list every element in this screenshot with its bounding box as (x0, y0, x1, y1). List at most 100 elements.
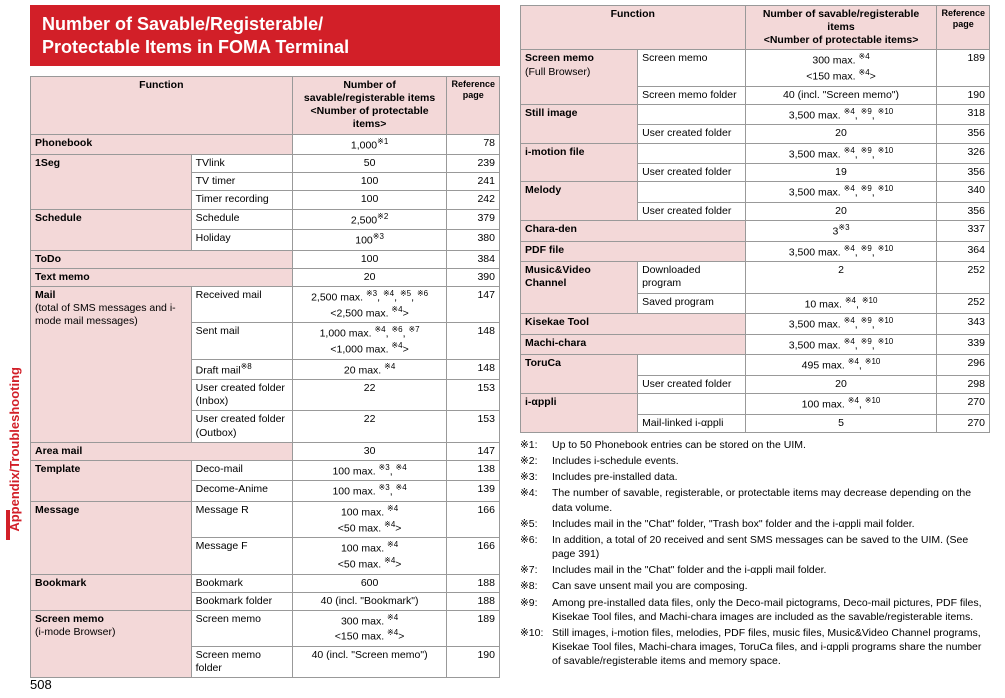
cell-sub (638, 143, 746, 164)
cell-ref: 188 (447, 574, 500, 592)
note-text: Includes pre-installed data. (552, 470, 990, 484)
cell-ref: 252 (937, 293, 990, 314)
cell-sub: Schedule (191, 209, 292, 230)
cell-ref: 380 (447, 230, 500, 251)
note-row: ※2:Includes i-schedule events. (520, 454, 990, 468)
note-row: ※10:Still images, i-motion files, melodi… (520, 626, 990, 669)
cell-ref: 364 (937, 241, 990, 262)
column-left: Number of Savable/Registerable/ Protecta… (30, 5, 500, 678)
note-text: Still images, i-motion files, melodies, … (552, 626, 990, 669)
cell-ref: 189 (447, 610, 500, 646)
cell-ref: 147 (447, 442, 500, 460)
cell-ref: 148 (447, 359, 500, 380)
cell-sub: Screen memo folder (638, 86, 746, 104)
note-text: In addition, a total of 20 received and … (552, 533, 990, 561)
cell-function: Bookmark (31, 574, 192, 610)
table-row: ToDo100384 (31, 250, 500, 268)
cell-sub: Saved program (638, 293, 746, 314)
cell-ref: 153 (447, 411, 500, 442)
note-label: ※2: (520, 454, 552, 468)
note-row: ※8:Can save unsent mail you are composin… (520, 579, 990, 593)
cell-num: 3,500 max. ※4, ※9, ※10 (745, 241, 937, 262)
cell-function: Schedule (31, 209, 192, 250)
cell-function: Screen memo(i-mode Browser) (31, 610, 192, 678)
cell-sub: User created folder (638, 202, 746, 220)
cell-sub: Mail-linked i-αppli (638, 414, 746, 432)
cell-ref: 242 (447, 191, 500, 209)
note-text: Includes mail in the "Chat" folder, "Tra… (552, 517, 990, 531)
table-right: Function Number of savable/registerable … (520, 5, 990, 433)
cell-ref: 241 (447, 173, 500, 191)
cell-num: 100※3 (292, 230, 447, 251)
cell-sub: Message R (191, 502, 292, 538)
cell-ref: 239 (447, 155, 500, 173)
cell-function: Chara-den (521, 221, 746, 242)
cell-function: 1Seg (31, 155, 192, 209)
note-label: ※6: (520, 533, 552, 561)
cell-ref: 298 (937, 376, 990, 394)
cell-num: 40 (incl. "Screen memo") (292, 647, 447, 678)
cell-ref: 147 (447, 287, 500, 323)
cell-sub: User created folder (638, 125, 746, 143)
note-text: The number of savable, registerable, or … (552, 486, 990, 514)
side-tab: Appendix/Troubleshooting (4, 160, 24, 540)
cell-num: 495 max. ※4, ※10 (745, 355, 937, 376)
cell-sub: Deco-mail (191, 460, 292, 481)
table-row: Text memo20390 (31, 268, 500, 286)
cell-function: Kisekae Tool (521, 314, 746, 335)
note-row: ※1:Up to 50 Phonebook entries can be sto… (520, 438, 990, 452)
table-row: Mail(total of SMS messages and i-mode ma… (31, 287, 500, 323)
note-text: Among pre-installed data files, only the… (552, 596, 990, 624)
th-num-items: Number of savable/registerable items <Nu… (292, 77, 447, 135)
cell-function: Mail(total of SMS messages and i-mode ma… (31, 287, 192, 443)
cell-num: 100 max. ※4<50 max. ※4> (292, 538, 447, 574)
cell-ref: 190 (937, 86, 990, 104)
cell-num: 50 (292, 155, 447, 173)
cell-num: 300 max. ※4<150 max. ※4> (292, 610, 447, 646)
note-label: ※10: (520, 626, 552, 669)
page-number: 508 (30, 677, 52, 692)
cell-ref: 188 (447, 592, 500, 610)
cell-sub: Decome-Anime (191, 481, 292, 502)
table-row: Music&Video ChannelDownloaded program225… (521, 262, 990, 293)
cell-sub: User created folder (Outbox) (191, 411, 292, 442)
note-label: ※5: (520, 517, 552, 531)
table-row: Melody3,500 max. ※4, ※9, ※10340 (521, 182, 990, 203)
cell-num: 2,500※2 (292, 209, 447, 230)
cell-sub: TVlink (191, 155, 292, 173)
table-row: Screen memo(i-mode Browser)Screen memo30… (31, 610, 500, 646)
cell-num: 3,500 max. ※4, ※9, ※10 (745, 143, 937, 164)
cell-num: 100 max. ※4, ※10 (745, 394, 937, 415)
cell-ref: 153 (447, 380, 500, 411)
th-function: Function (31, 77, 293, 135)
cell-ref: 148 (447, 323, 500, 359)
cell-num: 20 (745, 376, 937, 394)
cell-sub (638, 182, 746, 203)
note-label: ※7: (520, 563, 552, 577)
cell-ref: 296 (937, 355, 990, 376)
cell-num: 100 (292, 250, 447, 268)
note-row: ※6:In addition, a total of 20 received a… (520, 533, 990, 561)
cell-ref: 138 (447, 460, 500, 481)
title-line2: Protectable Items in FOMA Terminal (42, 37, 349, 57)
cell-ref: 340 (937, 182, 990, 203)
cell-num: 3,500 max. ※4, ※9, ※10 (745, 334, 937, 355)
cell-ref: 252 (937, 262, 990, 293)
note-text: Up to 50 Phonebook entries can be stored… (552, 438, 990, 452)
cell-sub: Bookmark folder (191, 592, 292, 610)
cell-ref: 270 (937, 394, 990, 415)
table-row: MessageMessage R100 max. ※4<50 max. ※4>1… (31, 502, 500, 538)
cell-ref: 390 (447, 268, 500, 286)
note-row: ※3:Includes pre-installed data. (520, 470, 990, 484)
page-title: Number of Savable/Registerable/ Protecta… (30, 5, 500, 66)
side-tab-label: Appendix/Troubleshooting (7, 367, 22, 532)
table-row: TemplateDeco-mail100 max. ※3, ※4138 (31, 460, 500, 481)
cell-num: 20 (745, 125, 937, 143)
cell-num: 300 max. ※4<150 max. ※4> (745, 50, 937, 86)
cell-function: Area mail (31, 442, 293, 460)
cell-ref: 166 (447, 538, 500, 574)
cell-num: 100 max. ※3, ※4 (292, 460, 447, 481)
note-label: ※9: (520, 596, 552, 624)
th-num-items-r: Number of savable/registerable items <Nu… (745, 6, 937, 50)
cell-num: 100 (292, 173, 447, 191)
